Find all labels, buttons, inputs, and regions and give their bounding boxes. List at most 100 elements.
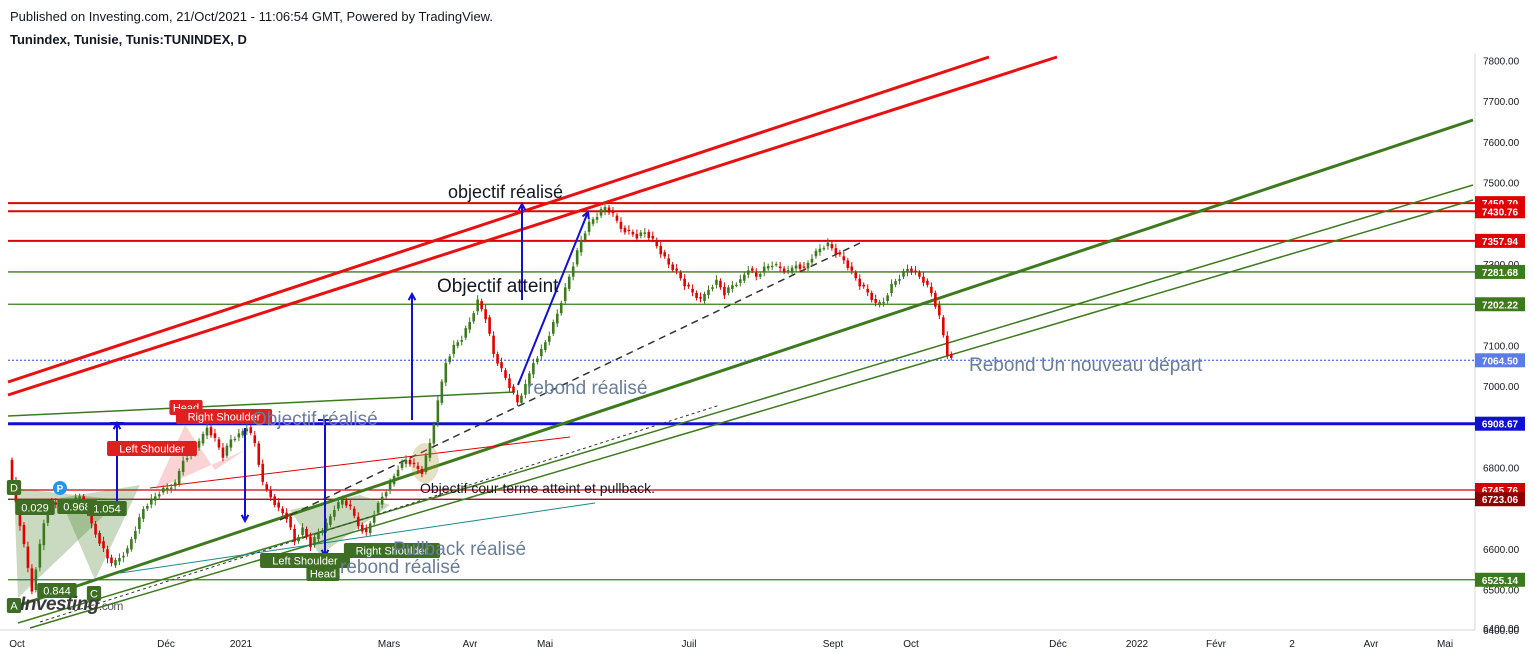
pattern-label-box [6,480,22,495]
candle-body [631,231,635,235]
price-level-value: 7202.22 [1482,300,1519,311]
candle-body [842,256,846,261]
x-tick-label: 2021 [230,639,253,650]
price-level-value: 6908.67 [1482,420,1519,431]
candle-body [874,299,877,303]
y-tick-label: 7100.00 [1483,341,1520,352]
price-level-value: 7357.94 [1482,237,1519,248]
candle-body [886,295,889,302]
candle-body [583,233,587,241]
candle-body [257,443,261,465]
y-tick-label: 7000.00 [1483,382,1520,393]
candle-body [209,427,213,436]
candle-body [265,484,269,490]
candle-body [249,427,253,433]
candle-body [858,278,862,287]
candle-body [197,441,201,448]
chart-annotation: objectif réalisé [448,182,563,202]
candle-body [647,231,651,238]
candle-body [412,462,416,465]
candle-body [22,524,26,545]
price-level-tag [1475,204,1525,219]
candle-body [337,502,340,509]
candle-body [643,232,647,234]
candle-body [293,528,296,542]
candle-body [782,268,786,272]
candle-body [508,378,511,389]
candle-body [930,286,933,293]
candle-body [94,523,97,535]
candle-body [890,283,893,293]
candle-body [862,284,866,287]
candle-body [460,340,464,342]
candle-body [747,270,750,275]
candle-body [575,250,579,265]
candle-body [448,356,452,363]
pattern-label-box [107,441,197,456]
candle-body [305,528,308,538]
candle-body [205,427,209,436]
candle-body [201,433,205,444]
candle-body [711,287,714,289]
price-level-value: 7430.76 [1482,207,1519,218]
candle-body [516,394,519,403]
candle-body [388,482,392,491]
candle-body [591,219,595,224]
candle-body [695,292,698,298]
pattern-label-box [343,543,441,558]
candle-body [798,264,802,269]
candle-body [536,358,539,363]
candle-body [949,353,953,358]
candle-body [496,353,499,364]
candle-body [153,496,157,501]
candle-body [926,280,929,285]
x-tick-label: Juil [681,639,696,650]
candle-body [548,336,551,342]
candle-body [161,487,165,493]
candle-body [882,302,885,304]
candle-body [313,537,316,546]
candle-body [185,458,189,460]
candle-body [579,240,583,253]
pattern-label-text: A [10,601,18,613]
candle-body [364,528,368,533]
candle-body [528,373,531,387]
chart-annotation: Objectif atteint [437,276,559,297]
candle-body [699,297,702,299]
candle-body [229,439,233,448]
candle-body [607,207,611,213]
price-level-value: 7281.68 [1482,268,1519,279]
candle-body [758,274,762,277]
chart-annotation: Pullback réalisé [393,539,526,560]
x-tick-label: 2022 [1126,639,1149,650]
candle-body [551,322,555,334]
pattern-label-text: C [90,589,98,601]
pattern-label-text: 1.054 [93,504,121,516]
candle-body [102,541,105,549]
candle-body [830,244,834,249]
pattern-label-box [175,409,273,424]
x-tick-label: Oct [903,639,919,650]
candle-body [181,460,185,472]
trend-line [7,55,990,384]
candle-body [420,468,424,474]
candle-body [356,516,360,526]
candle-body [834,248,838,255]
price-level-tag [1475,572,1525,587]
candle-body [639,232,643,236]
candle-body [380,496,384,505]
candle-body [301,527,304,536]
candle-body [818,248,822,253]
pattern-label-box [87,501,127,516]
candle-body [333,510,336,517]
candle-body [846,260,850,268]
candle-body [671,264,674,270]
candle-body [504,370,507,378]
candle-body [918,272,921,277]
candle-body [118,557,121,562]
candle-body [480,301,483,310]
candle-body [894,281,897,285]
candle-body [492,335,495,354]
candle-body [217,439,221,448]
